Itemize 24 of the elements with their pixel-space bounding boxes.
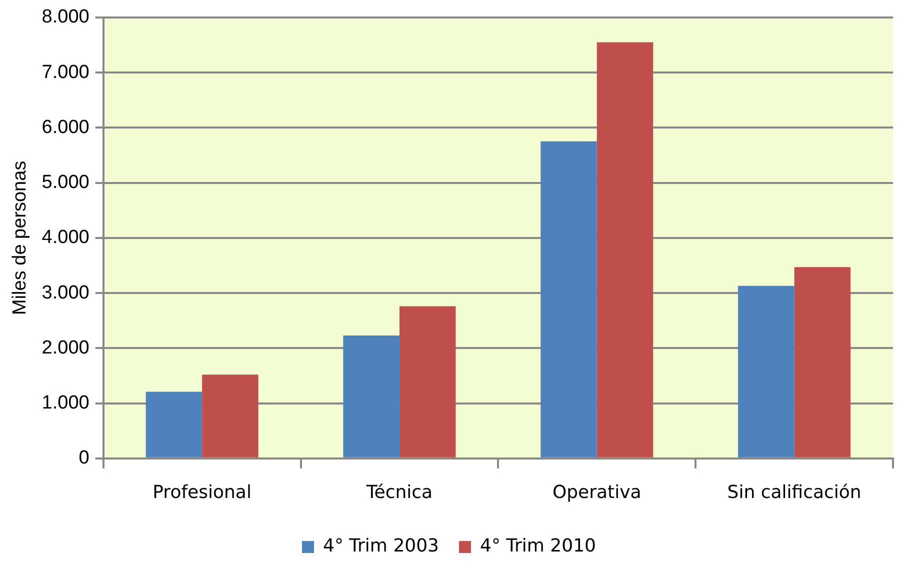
bar [399,306,456,458]
x-tick-label: Sin calificación [727,482,862,503]
bar [540,141,597,458]
bar [146,392,202,458]
bar [794,267,851,458]
bar [202,374,258,458]
x-tick-label: Profesional [152,482,252,503]
y-axis-title: Miles de personas [10,160,31,315]
y-tick-label: 0 [78,448,90,469]
legend-label: 4° Trim 2010 [480,536,596,557]
y-tick-label: 7.000 [42,62,90,83]
y-tick-label: 3.000 [42,282,90,304]
bar [343,335,400,458]
bar [738,286,794,458]
y-tick-label: 8.000 [42,6,90,28]
y-tick-label: 6.000 [42,116,90,138]
y-tick-label: 4.000 [42,227,90,248]
y-tick-label: 1.000 [42,392,90,414]
x-tick-label: Técnica [365,482,433,503]
legend-label: 4° Trim 2003 [323,536,440,557]
bar [596,42,654,458]
y-tick-label: 5.000 [42,172,90,194]
x-tick-label: Operativa [552,482,642,503]
y-tick-label: 2.000 [42,337,90,358]
